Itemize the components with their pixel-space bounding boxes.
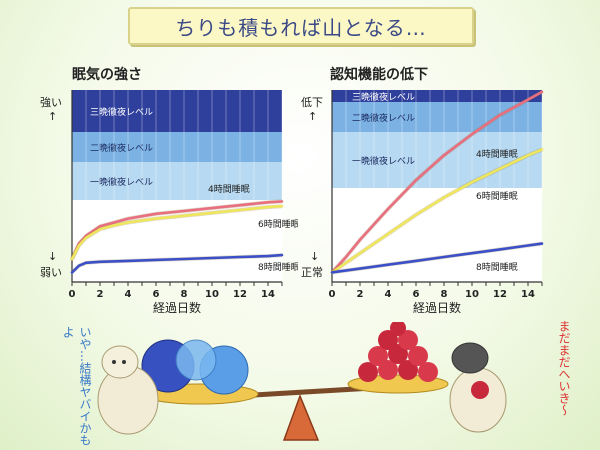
band-1: [332, 90, 542, 102]
seesaw-fulcrum: [282, 393, 320, 441]
band-label-2: 二晩徹夜レベル: [352, 112, 415, 124]
title-banner: ちりも積もれば山となる…: [128, 7, 474, 45]
series-line-3: [70, 253, 284, 274]
band-label-1: 三晩徹夜レベル: [90, 106, 153, 118]
red-ball-pile: [358, 322, 438, 382]
x-tick-label: 10: [205, 289, 219, 300]
chart2-y-top-arrow: ↑: [308, 110, 318, 123]
seesaw-illustration: [97, 322, 507, 441]
series-label-3: 8時間睡眠: [476, 261, 518, 273]
series-label-2: 6時間睡眠: [476, 190, 518, 202]
series-label-3: 8時間睡眠: [258, 261, 298, 273]
band-3: [72, 162, 282, 200]
chart2-y-top-label: 低下: [301, 96, 323, 109]
band-2: [72, 132, 282, 162]
x-tick-label: 12: [493, 289, 507, 300]
chart1-y-top-arrow: ↑: [48, 110, 58, 123]
x-tick-label: 14: [261, 289, 275, 300]
band-label-3: 一晩徹夜レベル: [352, 155, 415, 167]
series-line-2: [330, 148, 544, 274]
blue-ball-top: [175, 339, 217, 381]
chart2-y-bottom-arrow: ↓: [310, 250, 320, 263]
left-speech: いや…結構ヤバイかもよ: [61, 326, 92, 446]
band-label-1: 三晩徹夜レベル: [352, 91, 415, 103]
happy-sheep: [449, 342, 507, 433]
x-tick-label: 14: [521, 289, 535, 300]
band-2: [332, 102, 542, 132]
x-tick-label: 8: [441, 289, 448, 300]
x-tick-label: 12: [233, 289, 247, 300]
band-label-3: 一晩徹夜レベル: [90, 176, 153, 188]
x-tick-label: 0: [329, 289, 336, 300]
chart2-y-bottom-label: 正常: [301, 266, 323, 279]
x-tick-label: 2: [357, 289, 364, 300]
chart1-title: 眠気の強さ: [72, 67, 142, 83]
x-tick-label: 8: [181, 289, 188, 300]
worried-sheep: [97, 345, 159, 435]
x-tick-label: 4: [125, 289, 132, 300]
chart1-y-top-label: 強い: [40, 96, 62, 109]
x-axis-label: 経過日数: [153, 300, 201, 315]
x-tick-label: 2: [97, 289, 104, 300]
x-tick-label: 0: [69, 289, 76, 300]
x-tick-label: 6: [153, 289, 160, 300]
right-speech: まだまだへいき〜: [557, 320, 571, 416]
x-tick-label: 4: [385, 289, 392, 300]
series-line-2: [70, 204, 284, 261]
chart1-y-bottom-label: 弱い: [40, 266, 62, 279]
x-tick-label: 10: [465, 289, 479, 300]
band-1: [72, 90, 282, 132]
x-axis-label: 経過日数: [413, 300, 461, 315]
chart1-y-bottom-arrow: ↓: [48, 250, 58, 263]
series-label-2: 6時間睡眠: [258, 218, 298, 230]
chart2-title: 認知機能の低下: [330, 67, 428, 83]
series-line-3: [330, 242, 544, 274]
banner-text: ちりも積もれば山となる…: [175, 15, 427, 40]
series-label-1: 4時間睡眠: [208, 183, 250, 195]
band-label-2: 二晩徹夜レベル: [90, 142, 153, 154]
series-label-1: 4時間睡眠: [476, 148, 518, 160]
series-line-1: [330, 90, 544, 274]
x-tick-label: 6: [413, 289, 420, 300]
